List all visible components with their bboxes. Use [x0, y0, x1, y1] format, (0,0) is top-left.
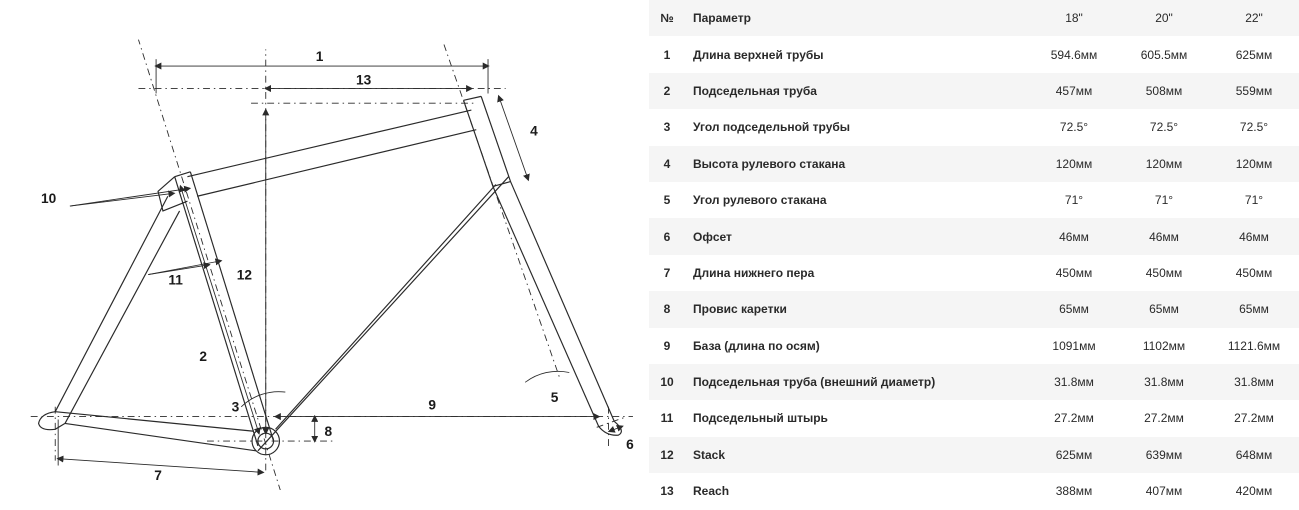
- col-header-num: №: [649, 0, 685, 36]
- table-row: 13 Reach 388мм 407мм 420мм: [649, 473, 1299, 509]
- dim-label-4: 4: [530, 124, 538, 139]
- table-row: 12 Stack 625мм 639мм 648мм: [649, 437, 1299, 473]
- table-row: 9 База (длина по осям) 1091мм 1102мм 112…: [649, 328, 1299, 364]
- table-row: 10 Подседельная труба (внешний диаметр) …: [649, 364, 1299, 400]
- dim-label-10: 10: [41, 191, 57, 206]
- dim-label-13: 13: [356, 73, 372, 88]
- dim-label-7: 7: [154, 468, 162, 483]
- table-row: 8 Провис каретки 65мм 65мм 65мм: [649, 291, 1299, 327]
- dimension-arrows: [58, 59, 622, 472]
- dimension-construction: [31, 40, 633, 490]
- frame-outline: [39, 96, 622, 454]
- dim-label-12: 12: [237, 267, 253, 282]
- table-row: 11 Подседельный штырь 27.2мм 27.2мм 27.2…: [649, 400, 1299, 436]
- table-row: 6 Офсет 46мм 46мм 46мм: [649, 218, 1299, 254]
- dim-label-8: 8: [325, 424, 333, 439]
- table-row: 2 Подседельная труба 457мм 508мм 559мм: [649, 73, 1299, 109]
- col-header-size2: 20": [1119, 0, 1209, 36]
- col-header-size3: 22": [1209, 0, 1299, 36]
- dim-label-5: 5: [551, 390, 559, 405]
- geometry-table: № Параметр 18" 20" 22" 1 Длина верхней т…: [649, 0, 1299, 509]
- geometry-table-body: 1 Длина верхней трубы 594.6мм 605.5мм 62…: [649, 36, 1299, 509]
- dim-label-2: 2: [199, 349, 207, 364]
- table-row: 5 Угол рулевого стакана 71° 71° 71°: [649, 182, 1299, 218]
- geometry-table-panel: № Параметр 18" 20" 22" 1 Длина верхней т…: [649, 0, 1299, 510]
- dim-label-6: 6: [626, 437, 634, 452]
- dim-label-9: 9: [428, 398, 436, 413]
- dim-label-1: 1: [316, 49, 324, 64]
- table-row: 4 Высота рулевого стакана 120мм 120мм 12…: [649, 146, 1299, 182]
- dimension-labels: 1 13 4 10 11 12 2 3 5 6 7 8 9: [41, 49, 634, 483]
- col-header-param: Параметр: [685, 0, 1029, 36]
- col-header-size1: 18": [1029, 0, 1119, 36]
- frame-geometry-diagram: 1 13 4 10 11 12 2 3 5 6 7 8 9: [0, 0, 649, 510]
- dim-label-3: 3: [232, 400, 240, 415]
- frame-diagram-svg: 1 13 4 10 11 12 2 3 5 6 7 8 9: [8, 20, 641, 490]
- table-row: 7 Длина нижнего пера 450мм 450мм 450мм: [649, 255, 1299, 291]
- table-row: 3 Угол подседельной трубы 72.5° 72.5° 72…: [649, 109, 1299, 145]
- table-row: 1 Длина верхней трубы 594.6мм 605.5мм 62…: [649, 36, 1299, 72]
- table-header-row: № Параметр 18" 20" 22": [649, 0, 1299, 36]
- dim-label-11: 11: [168, 272, 183, 287]
